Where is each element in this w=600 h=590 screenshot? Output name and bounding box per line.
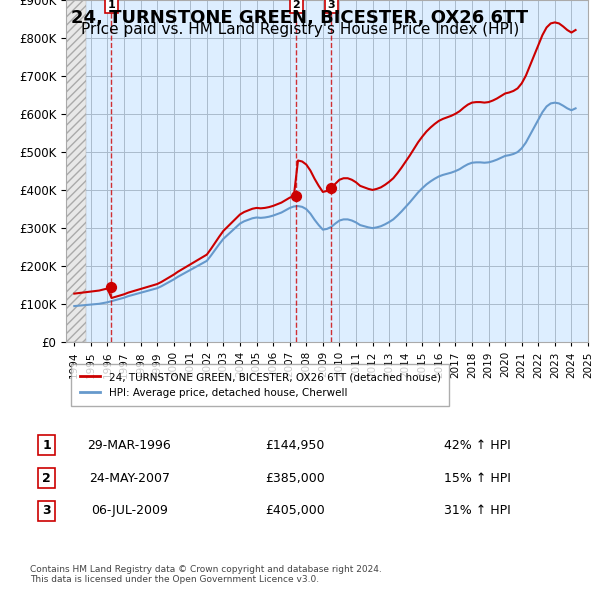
Text: 2: 2 xyxy=(42,471,51,484)
Point xyxy=(292,191,301,201)
Text: £385,000: £385,000 xyxy=(265,471,325,484)
Text: 2: 2 xyxy=(292,0,300,10)
Text: 3: 3 xyxy=(42,504,51,517)
Text: Price paid vs. HM Land Registry's House Price Index (HPI): Price paid vs. HM Land Registry's House … xyxy=(81,22,519,37)
Bar xyxy=(66,0,86,342)
Text: 3: 3 xyxy=(328,0,335,10)
Point xyxy=(106,283,116,292)
Text: £144,950: £144,950 xyxy=(265,439,325,452)
Text: 15% ↑ HPI: 15% ↑ HPI xyxy=(444,471,511,484)
Text: 06-JUL-2009: 06-JUL-2009 xyxy=(91,504,168,517)
Text: 24-MAY-2007: 24-MAY-2007 xyxy=(89,471,170,484)
Point xyxy=(326,183,336,193)
Text: 29-MAR-1996: 29-MAR-1996 xyxy=(88,439,171,452)
Text: 31% ↑ HPI: 31% ↑ HPI xyxy=(444,504,511,517)
Text: Contains HM Land Registry data © Crown copyright and database right 2024.
This d: Contains HM Land Registry data © Crown c… xyxy=(30,565,382,584)
Text: 1: 1 xyxy=(42,439,51,452)
Text: 1: 1 xyxy=(107,0,115,10)
Text: £405,000: £405,000 xyxy=(265,504,325,517)
Text: 42% ↑ HPI: 42% ↑ HPI xyxy=(444,439,511,452)
Text: 24, TURNSTONE GREEN, BICESTER, OX26 6TT: 24, TURNSTONE GREEN, BICESTER, OX26 6TT xyxy=(71,9,529,27)
Legend: 24, TURNSTONE GREEN, BICESTER, OX26 6TT (detached house), HPI: Average price, de: 24, TURNSTONE GREEN, BICESTER, OX26 6TT … xyxy=(71,364,449,406)
